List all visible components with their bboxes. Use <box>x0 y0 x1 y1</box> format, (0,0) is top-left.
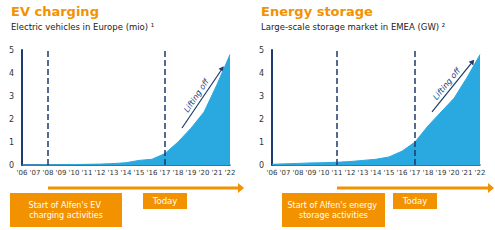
svg-text:'11: '11 <box>82 169 93 177</box>
svg-text:'10: '10 <box>69 169 80 177</box>
svg-text:EV charging: EV charging <box>11 4 99 19</box>
svg-text:'18: '18 <box>173 169 184 177</box>
svg-text:'22: '22 <box>225 169 236 177</box>
svg-text:'06: '06 <box>17 169 28 177</box>
svg-text:'13: '13 <box>108 169 119 177</box>
svg-text:1: 1 <box>259 138 264 147</box>
svg-text:4: 4 <box>9 69 14 78</box>
svg-text:Start of Alfen's EV: Start of Alfen's EV <box>29 201 104 210</box>
svg-text:'19: '19 <box>186 169 197 177</box>
svg-text:5: 5 <box>9 46 14 55</box>
svg-text:storage activities: storage activities <box>299 211 368 220</box>
svg-text:'21: '21 <box>462 169 473 177</box>
svg-text:'12: '12 <box>95 169 106 177</box>
svg-text:'07: '07 <box>280 169 291 177</box>
svg-text:2: 2 <box>259 115 264 124</box>
svg-text:'20: '20 <box>449 169 460 177</box>
svg-text:Lifting off: Lifting off <box>182 77 211 115</box>
svg-text:'16: '16 <box>147 169 158 177</box>
svg-text:'07: '07 <box>30 169 41 177</box>
svg-text:Electric vehicles in Europe (m: Electric vehicles in Europe (mio) ¹ <box>11 22 154 32</box>
svg-text:'12: '12 <box>345 169 356 177</box>
svg-text:'18: '18 <box>423 169 434 177</box>
svg-text:charging activities: charging activities <box>29 211 103 220</box>
svg-text:Energy storage: Energy storage <box>261 4 373 19</box>
svg-text:'15: '15 <box>134 169 145 177</box>
svg-text:Today: Today <box>152 196 178 206</box>
svg-text:4: 4 <box>259 69 264 78</box>
svg-text:3: 3 <box>9 92 14 101</box>
svg-text:'16: '16 <box>397 169 408 177</box>
svg-text:2: 2 <box>9 115 14 124</box>
svg-text:'17: '17 <box>160 169 171 177</box>
svg-text:0: 0 <box>9 161 14 170</box>
svg-text:'08: '08 <box>43 169 54 177</box>
svg-text:'14: '14 <box>121 169 132 177</box>
svg-text:'11: '11 <box>332 169 343 177</box>
svg-text:'20: '20 <box>199 169 210 177</box>
svg-text:'19: '19 <box>436 169 447 177</box>
svg-text:Lifting off: Lifting off <box>431 66 463 102</box>
svg-text:1: 1 <box>9 138 14 147</box>
svg-text:'09: '09 <box>56 169 67 177</box>
svg-text:'17: '17 <box>410 169 421 177</box>
svg-text:'14: '14 <box>371 169 382 177</box>
svg-text:'06: '06 <box>267 169 278 177</box>
svg-text:3: 3 <box>259 92 264 101</box>
svg-text:'09: '09 <box>306 169 317 177</box>
svg-text:'15: '15 <box>384 169 395 177</box>
svg-text:Large-scale storage market in: Large-scale storage market in EMEA (GW) … <box>261 22 445 32</box>
svg-text:Today: Today <box>402 196 428 206</box>
svg-text:5: 5 <box>259 46 264 55</box>
svg-text:'13: '13 <box>358 169 369 177</box>
svg-text:'08: '08 <box>293 169 304 177</box>
svg-text:'10: '10 <box>319 169 330 177</box>
svg-text:0: 0 <box>259 161 264 170</box>
svg-text:Start of Alfen's energy: Start of Alfen's energy <box>287 201 379 210</box>
svg-text:'22: '22 <box>475 169 486 177</box>
svg-text:'21: '21 <box>212 169 223 177</box>
